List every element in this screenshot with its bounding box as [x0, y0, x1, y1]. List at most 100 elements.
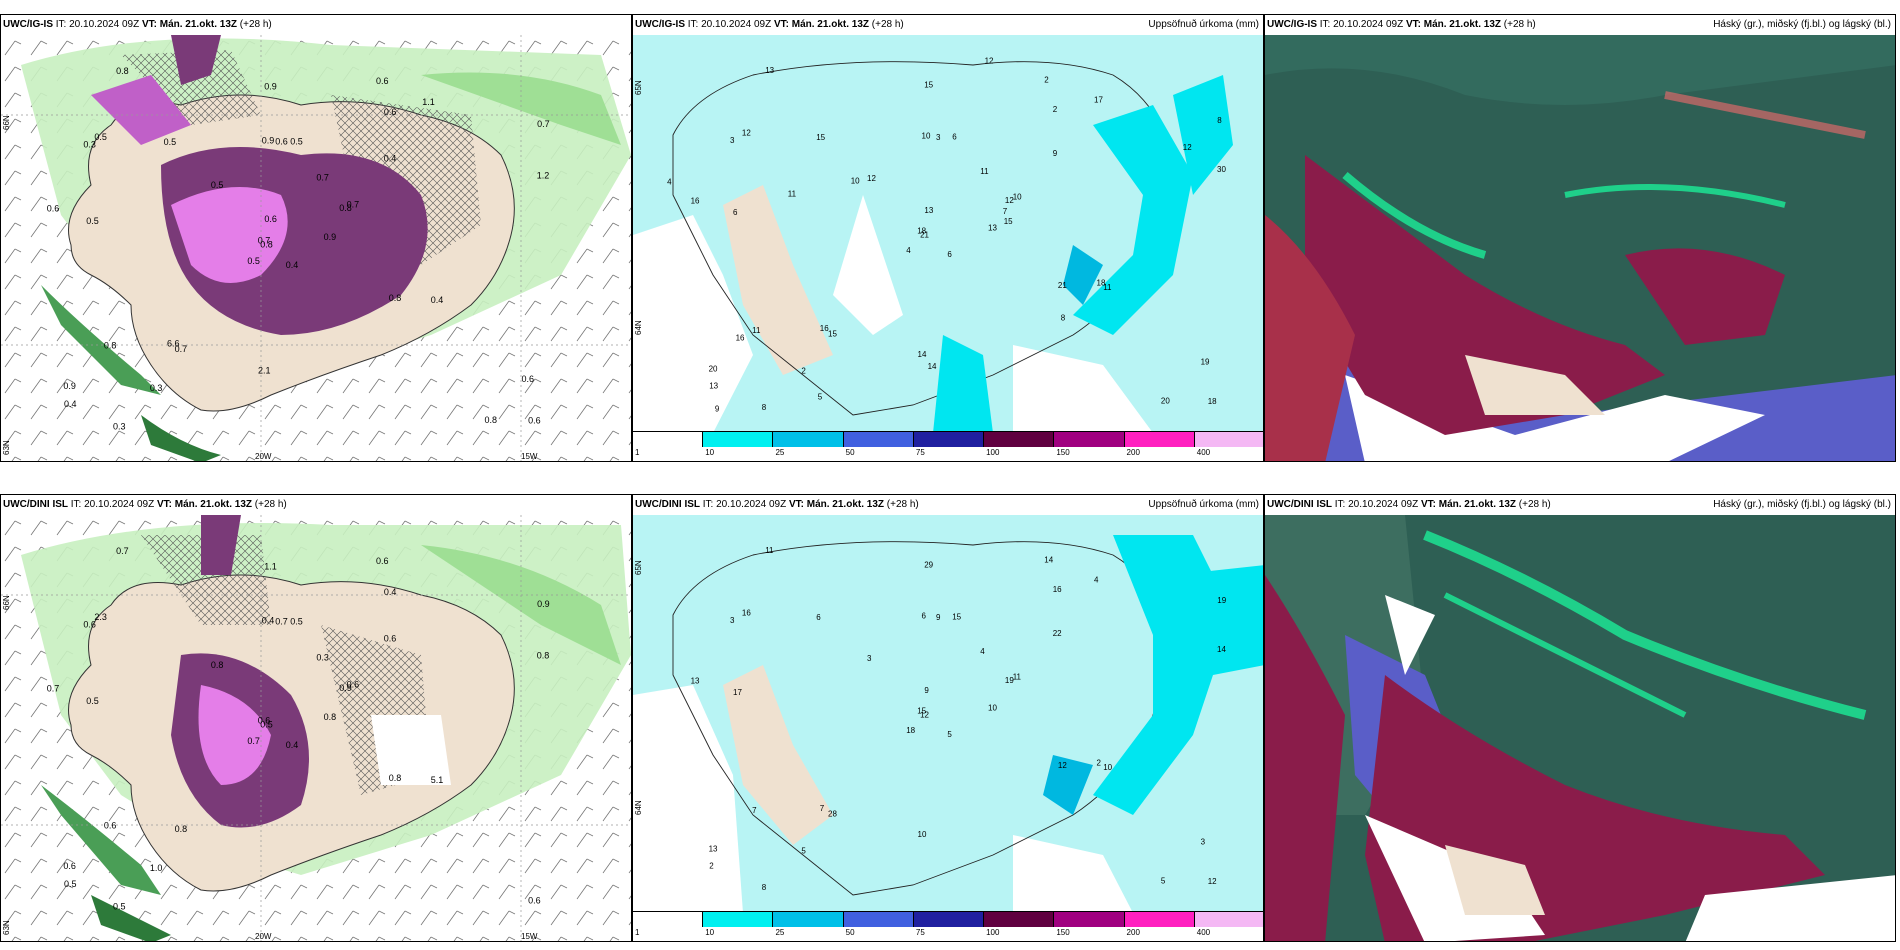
value-label: 0.8 — [116, 66, 129, 76]
value-label: 0.3 — [150, 383, 163, 393]
value-label: 11 — [752, 326, 761, 335]
colorbar-tick: 1 — [635, 448, 640, 457]
valid-time: VT: Mán. 21.okt. 13Z — [788, 499, 884, 510]
colorbar-segment — [703, 911, 774, 927]
value-label: 0.6 — [384, 634, 397, 644]
value-label: 12 — [1183, 143, 1192, 152]
value-label: 0.5 — [113, 902, 126, 912]
panel-precip-top: UWC/IG-IS IT: 20.10.2024 09Z VT: Mán. 21… — [632, 14, 1264, 462]
forecast-step: (+28 h) — [239, 19, 272, 30]
precip-land-low — [723, 185, 833, 375]
colorbar-segment — [1054, 911, 1125, 927]
value-label: 14 — [928, 362, 937, 371]
value-label: 9 — [924, 686, 929, 695]
value-label: 0.4 — [286, 260, 299, 270]
value-label: 3 — [1201, 838, 1206, 847]
value-label: 0.9 — [537, 599, 550, 609]
value-label: 2.1 — [258, 366, 271, 376]
value-label: 10 — [851, 177, 860, 186]
colorbar-tick: 150 — [1056, 928, 1070, 937]
value-label: 0.6 — [528, 416, 541, 426]
field-title: Uppsöfnuð úrkoma (mm) — [1148, 19, 1259, 30]
value-label: 14 — [1044, 556, 1053, 565]
value-label: 0.6 — [275, 137, 288, 147]
snow-purple-light — [171, 187, 288, 283]
value-label: 11 — [1013, 673, 1022, 682]
colorbar-tick: 150 — [1056, 448, 1070, 457]
value-label: 7 — [820, 804, 825, 813]
value-label: 0.6 — [347, 680, 360, 690]
value-label: 0.7 — [175, 344, 188, 354]
value-label: 5.1 — [431, 775, 444, 785]
value-label: 0.6 — [264, 214, 277, 224]
panel-header: UWC/DINI ISL IT: 20.10.2024 09Z VT: Mán.… — [1265, 495, 1895, 515]
value-label: 0.8 — [537, 651, 550, 661]
colorbar-tick: 200 — [1126, 448, 1140, 457]
axis-label-65n: 65N — [634, 560, 643, 575]
value-label: 18 — [917, 227, 926, 236]
value-label: 13 — [765, 66, 774, 75]
value-label: 0.3 — [316, 653, 329, 663]
value-label: 0.9 — [262, 135, 275, 145]
value-label: 0.5 — [64, 879, 77, 889]
field-title: Uppsöfnuð úrkoma (mm) — [1148, 499, 1259, 510]
forecast-step: (+28 h) — [254, 499, 287, 510]
value-label: 2 — [1097, 759, 1102, 768]
value-label: 15 — [1004, 217, 1013, 226]
value-label: 15 — [816, 133, 825, 142]
value-label: 4 — [1094, 576, 1099, 585]
value-label: 0.5 — [86, 216, 99, 226]
colorbar-tick: 50 — [845, 448, 855, 457]
value-label: 1.0 — [150, 863, 163, 873]
init-time: IT: 20.10.2024 09Z — [687, 19, 772, 30]
value-label: 1.1 — [422, 97, 435, 107]
value-label: 17 — [733, 688, 742, 697]
colorbar-segment — [773, 911, 844, 927]
value-label: 0.5 — [290, 616, 303, 626]
panel-header: UWC/DINI ISL IT: 20.10.2024 09Z VT: Mán.… — [1, 495, 631, 515]
value-label: 0.9 — [63, 381, 76, 391]
value-label: 0.5 — [94, 132, 107, 142]
colorbar-tick: 400 — [1196, 448, 1211, 457]
value-label: 8 — [1061, 313, 1066, 322]
value-label: 15 — [917, 707, 926, 716]
value-label: 0.8 — [324, 712, 337, 722]
value-label: 0.6 — [522, 374, 535, 384]
axis-label-63n: 63N — [2, 440, 11, 455]
value-label: 12 — [742, 129, 751, 138]
panel-header: UWC/IG-IS IT: 20.10.2024 09Z VT: Mán. 21… — [1, 15, 631, 35]
value-label: 0.8 — [485, 415, 498, 425]
value-label: 28 — [828, 809, 837, 818]
value-label: 2 — [1053, 105, 1058, 114]
precip-labels: 6 3 21 20 12 15 2 6 2 13 13 18 6 8 4 9 8 10 11 11 12 13 2 3 10 11… — [667, 57, 1226, 414]
value-label: 0.6 — [384, 107, 397, 117]
forecast-step: (+28 h) — [1503, 19, 1536, 30]
value-label: 0.6 — [258, 715, 271, 725]
value-label: 13 — [709, 844, 718, 853]
panel-header: UWC/IG-IS IT: 20.10.2024 09Z VT: Mán. 21… — [1265, 15, 1895, 35]
value-label: 13 — [924, 206, 933, 215]
value-label: 13 — [691, 676, 700, 685]
panel-snow-bottom: UWC/DINI ISL IT: 20.10.2024 09Z VT: Mán.… — [0, 494, 632, 942]
value-label: 7 — [752, 806, 757, 815]
value-label: 15 — [952, 613, 961, 622]
value-label: 8 — [762, 403, 767, 412]
colorbar-tick: 100 — [986, 928, 1000, 937]
value-label: 0.9 — [339, 683, 352, 693]
value-label: 22 — [1053, 629, 1062, 638]
value-label: 12 — [1058, 761, 1067, 770]
value-label: 18 — [1097, 279, 1106, 288]
snow-labels: 0.40.60.50.60.90.80.60.50.40.80.70.60.50… — [47, 546, 550, 912]
value-label: 0.6 — [376, 556, 389, 566]
value-label: 12 — [867, 174, 876, 183]
valid-time: VT: Mán. 21.okt. 13Z — [156, 499, 252, 510]
value-label: 0.5 — [86, 696, 99, 706]
value-label: 2 — [801, 366, 806, 375]
axis-label-20w: 20W — [255, 932, 272, 941]
value-label: 0.7 — [247, 736, 260, 746]
value-label: 6 — [947, 250, 952, 259]
value-label: 5 — [1161, 877, 1166, 886]
colorbar-segment — [1194, 911, 1263, 927]
value-label: 6 — [733, 208, 738, 217]
value-label: 0.7 — [347, 200, 360, 210]
